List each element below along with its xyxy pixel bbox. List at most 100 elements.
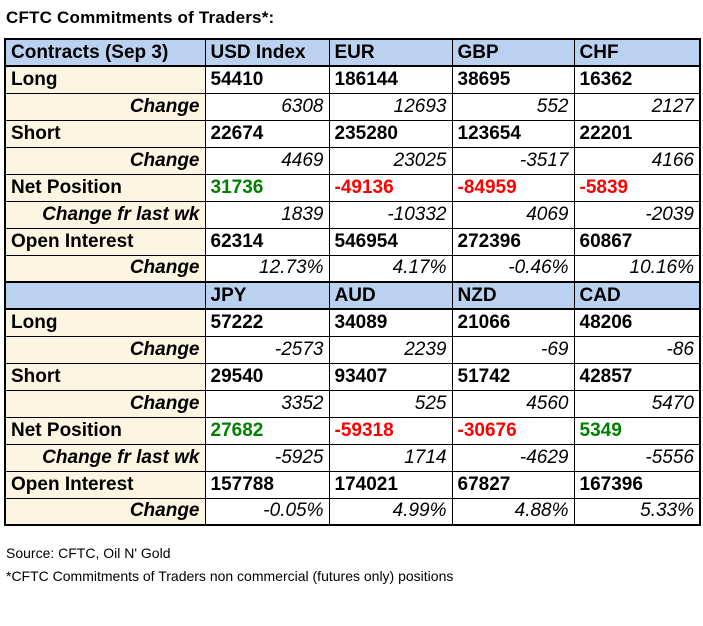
value-cell: 54410	[204, 65, 330, 94]
value-cell: -3517	[451, 146, 575, 175]
value-cell: 1714	[328, 443, 453, 472]
value-cell: 67827	[451, 470, 575, 499]
value-cell: -10332	[328, 200, 453, 229]
value-cell: 51742	[451, 362, 575, 391]
page: CFTC Commitments of Traders*: Contracts …	[4, 8, 701, 584]
value-cell: 4166	[573, 146, 701, 175]
value-cell: -0.46%	[451, 254, 575, 283]
value-cell: 38695	[451, 65, 575, 94]
value-cell: 157788	[204, 470, 330, 499]
row-label: Change	[4, 254, 206, 283]
value-cell: -2039	[573, 200, 701, 229]
value-cell: 42857	[573, 362, 701, 391]
table-row: Long 57222 34089 21066 48206	[4, 308, 701, 337]
value-cell: 6308	[204, 92, 330, 121]
table-row: Net Position 31736 -49136 -84959 -5839	[4, 173, 701, 202]
value-cell: 3352	[204, 389, 330, 418]
row-label: Short	[4, 362, 206, 391]
row-label: Open Interest	[4, 470, 206, 499]
table-row: Long 54410 186144 38695 16362	[4, 65, 701, 94]
value-cell: 552	[451, 92, 575, 121]
value-cell: 57222	[204, 308, 330, 337]
table-row: Change 3352 525 4560 5470	[4, 389, 701, 418]
row-label: Long	[4, 308, 206, 337]
table-row: Change -0.05% 4.99% 4.88% 5.33%	[4, 497, 701, 526]
cot-table-body: Contracts (Sep 3) USD Index EUR GBP CHF Long 5…	[4, 38, 701, 526]
row-label: Change	[4, 389, 206, 418]
value-cell: -5839	[573, 173, 701, 202]
table-row: Change fr last wk 1839 -10332 4069 -2039	[4, 200, 701, 229]
value-cell: 60867	[573, 227, 701, 256]
row-label: Change	[4, 335, 206, 364]
column-header: CHF	[573, 38, 701, 67]
value-cell: 12.73%	[204, 254, 330, 283]
row-label: Long	[4, 65, 206, 94]
value-cell: 235280	[328, 119, 453, 148]
value-cell: -59318	[328, 416, 453, 445]
value-cell: 21066	[451, 308, 575, 337]
page-title: CFTC Commitments of Traders*:	[6, 8, 275, 27]
value-cell: 48206	[573, 308, 701, 337]
row-label: Open Interest	[4, 227, 206, 256]
table-row: Short 29540 93407 51742 42857	[4, 362, 701, 391]
row-label: Change	[4, 92, 206, 121]
value-cell: -69	[451, 335, 575, 364]
value-cell: 2127	[573, 92, 701, 121]
value-cell: -4629	[451, 443, 575, 472]
column-header: CAD	[573, 281, 701, 310]
row-label: Change	[4, 497, 206, 526]
value-cell: 34089	[328, 308, 453, 337]
value-cell: 525	[328, 389, 453, 418]
row-label: Change fr last wk	[4, 200, 206, 229]
column-header: AUD	[328, 281, 453, 310]
value-cell: 272396	[451, 227, 575, 256]
value-cell: 546954	[328, 227, 453, 256]
value-cell: 22201	[573, 119, 701, 148]
value-cell: -86	[573, 335, 701, 364]
table-row: Change 6308 12693 552 2127	[4, 92, 701, 121]
value-cell: -0.05%	[204, 497, 330, 526]
value-cell: 4.99%	[328, 497, 453, 526]
value-cell: 174021	[328, 470, 453, 499]
section-header-row: Contracts (Sep 3) USD Index EUR GBP CHF	[4, 38, 701, 67]
footer-source: Source: CFTC, Oil N' Gold	[6, 545, 171, 561]
table-row: Change -2573 2239 -69 -86	[4, 335, 701, 364]
table-row: Open Interest 62314 546954 272396 60867	[4, 227, 701, 256]
value-cell: -2573	[204, 335, 330, 364]
value-cell: 2239	[328, 335, 453, 364]
row-label: Net Position	[4, 173, 206, 202]
column-header: NZD	[451, 281, 575, 310]
value-cell: 22674	[204, 119, 330, 148]
value-cell: 4.88%	[451, 497, 575, 526]
value-cell: 23025	[328, 146, 453, 175]
value-cell: 4560	[451, 389, 575, 418]
row-label: Change	[4, 146, 206, 175]
value-cell: 167396	[573, 470, 701, 499]
table-row: Change fr last wk -5925 1714 -4629 -5556	[4, 443, 701, 472]
value-cell: -30676	[451, 416, 575, 445]
value-cell: 62314	[204, 227, 330, 256]
value-cell: 12693	[328, 92, 453, 121]
row-label: Change fr last wk	[4, 443, 206, 472]
column-header: EUR	[328, 38, 453, 67]
value-cell: 10.16%	[573, 254, 701, 283]
cot-table: Contracts (Sep 3) USD Index EUR GBP CHF Long 5…	[4, 38, 701, 526]
value-cell: 4469	[204, 146, 330, 175]
value-cell: -5556	[573, 443, 701, 472]
value-cell: 27682	[204, 416, 330, 445]
column-header: JPY	[204, 281, 330, 310]
table-row: Change 4469 23025 -3517 4166	[4, 146, 701, 175]
table-row: Change 12.73% 4.17% -0.46% 10.16%	[4, 254, 701, 283]
value-cell: 29540	[204, 362, 330, 391]
table-row: Short 22674 235280 123654 22201	[4, 119, 701, 148]
footer-note: *CFTC Commitments of Traders non commerc…	[6, 568, 454, 584]
value-cell: 4069	[451, 200, 575, 229]
value-cell: -5925	[204, 443, 330, 472]
value-cell: 123654	[451, 119, 575, 148]
row-label: Short	[4, 119, 206, 148]
section-header-row: JPY AUD NZD CAD	[4, 281, 701, 310]
value-cell: -84959	[451, 173, 575, 202]
value-cell: -49136	[328, 173, 453, 202]
row-label-header	[4, 281, 206, 310]
row-label-header: Contracts (Sep 3)	[4, 38, 206, 67]
